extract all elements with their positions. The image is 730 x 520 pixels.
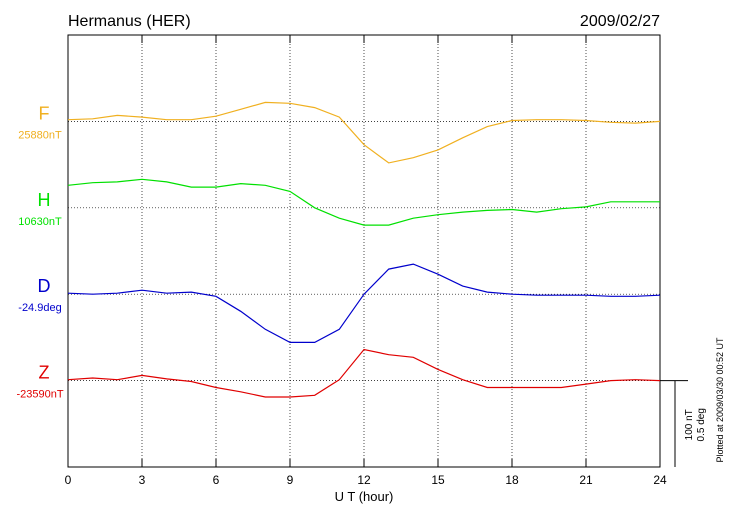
baseline-label: -24.9deg: [18, 302, 61, 314]
x-tick-label: 15: [431, 473, 445, 487]
chart-title: Hermanus (HER): [68, 13, 191, 30]
series-line: [67, 178, 660, 226]
x-tick-label: 21: [579, 473, 593, 487]
x-axis-label: U T (hour): [335, 489, 394, 504]
series-line: [67, 263, 661, 343]
x-tick-label: 3: [139, 473, 146, 487]
baseline-label: -23590nT: [16, 389, 63, 401]
scale-label: 0.5 deg: [696, 408, 707, 441]
series-name: Z: [39, 363, 50, 383]
series-name: D: [38, 276, 51, 296]
x-tick-label: 18: [505, 473, 519, 487]
chart-date: 2009/02/27: [580, 13, 660, 30]
baseline-label: 25880nT: [18, 129, 62, 141]
x-tick-label: 6: [213, 473, 220, 487]
series-line: [67, 101, 661, 164]
plot-note: Plotted at 2009/03/30 00:52 UT: [715, 337, 725, 463]
series-name: F: [39, 103, 50, 123]
series-name: H: [38, 190, 51, 210]
x-tick-label: 0: [65, 473, 72, 487]
series-line: [67, 348, 661, 398]
x-tick-label: 24: [653, 473, 667, 487]
baseline-label: 10630nT: [18, 216, 62, 228]
x-tick-label: 12: [357, 473, 371, 487]
x-tick-label: 9: [287, 473, 294, 487]
scale-label: 100 nT: [684, 409, 695, 440]
